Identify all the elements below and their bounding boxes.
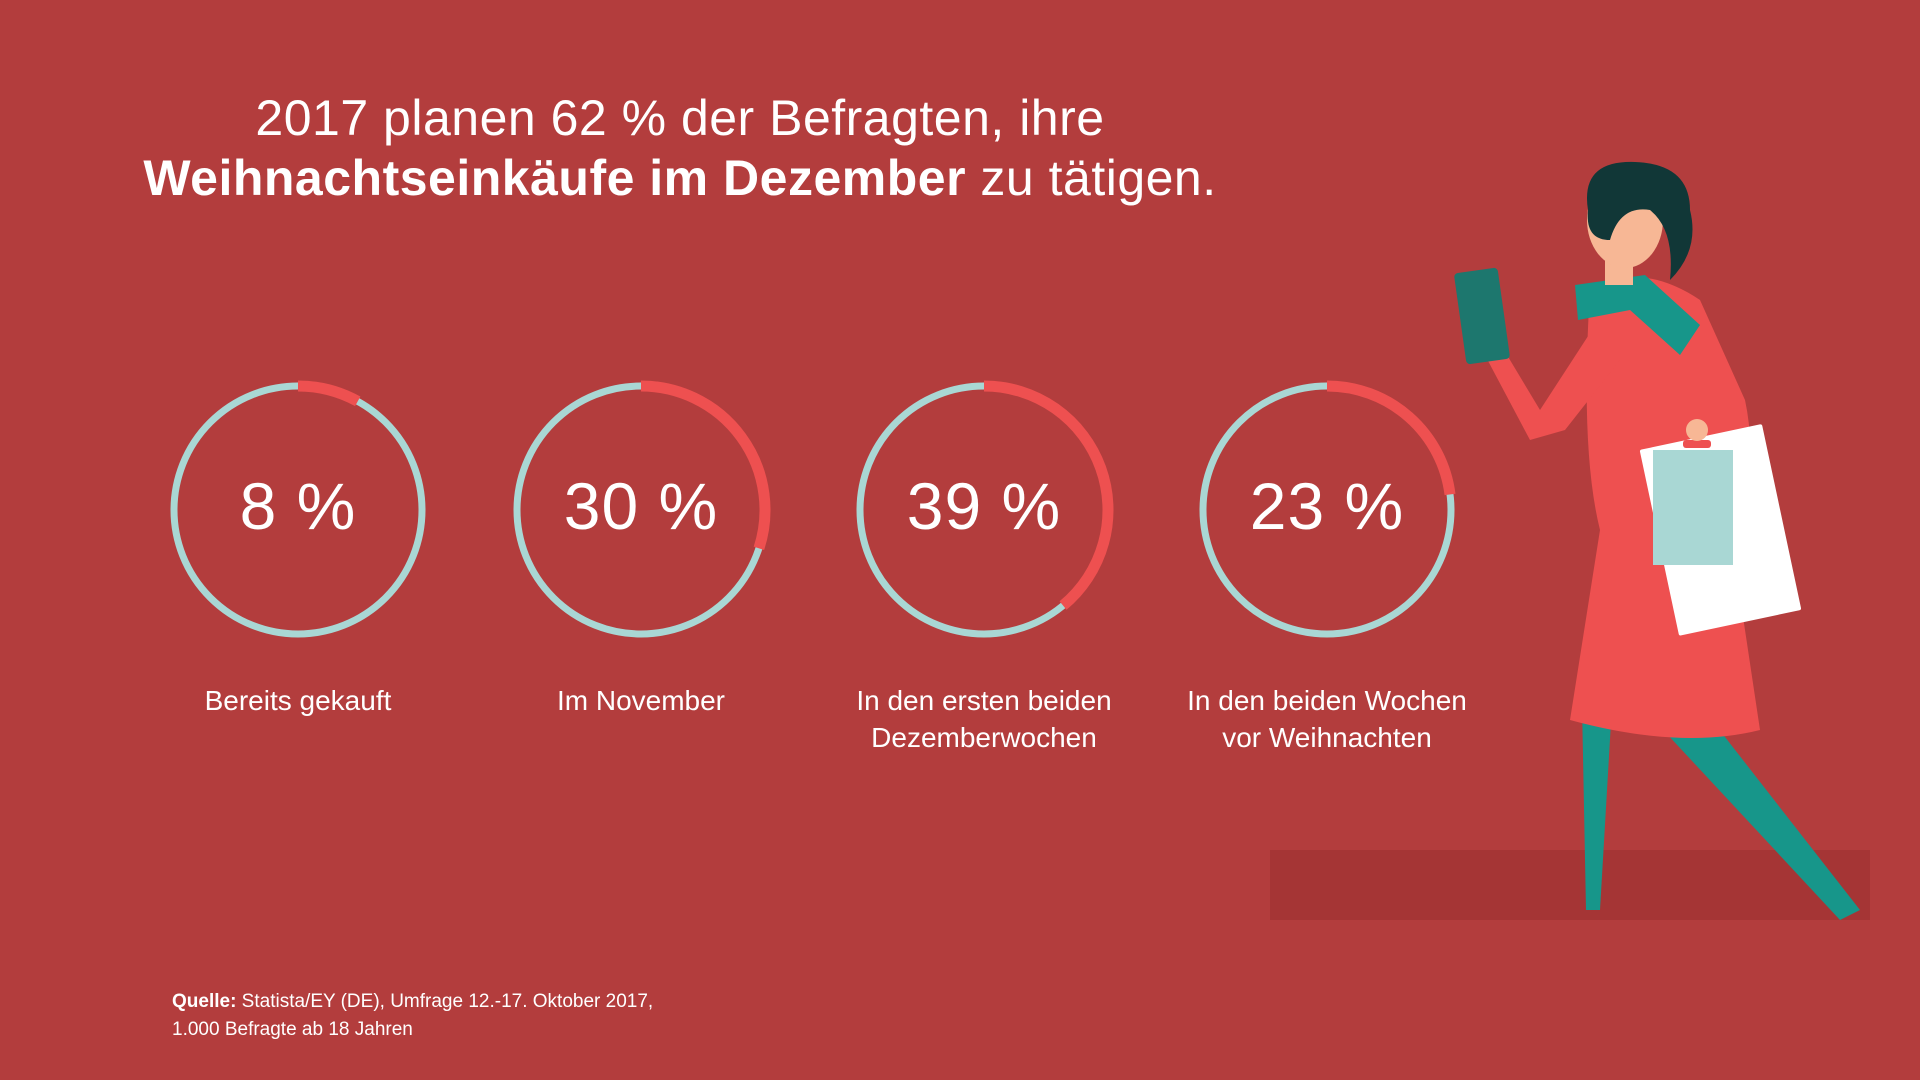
hair <box>1586 161 1693 280</box>
ring-label-4-line-1: In den beiden Wochen <box>1187 685 1467 716</box>
ring-value-1: 8 % <box>239 469 357 543</box>
headline-line-2: Weihnachtseinkäufe im Dezember zu tätige… <box>0 148 1360 208</box>
ring-value-3: 39 % <box>906 469 1062 543</box>
ring-value-4: 23 % <box>1249 469 1405 543</box>
source-line-1: Quelle: Statista/EY (DE), Umfrage 12.-17… <box>172 988 653 1016</box>
ring-arc-1 <box>297 380 361 407</box>
ring-label-4: In den beiden Wochen vor Weihnachten <box>1157 682 1497 756</box>
source-line-2: 1.000 Befragte ab 18 Jahren <box>172 1019 413 1040</box>
leg-left <box>1582 705 1612 910</box>
ring-arc-4 <box>1326 380 1456 496</box>
shopping-bag-mint <box>1653 450 1733 565</box>
scarf <box>1575 275 1700 355</box>
ring-label-2: Im November <box>471 682 811 719</box>
woman-shopping-illustration <box>1270 161 1870 920</box>
source-label: Quelle: <box>172 991 237 1012</box>
ring-label-2-line-1: Im November <box>556 685 726 716</box>
source-text: Statista/EY (DE), Umfrage 12.-17. Oktobe… <box>236 991 654 1012</box>
bag-handle <box>1683 440 1711 448</box>
ground-shadow <box>1270 850 1870 920</box>
ring-label-1: Bereits gekauft <box>128 682 468 719</box>
ring-arc-3 <box>983 380 1114 610</box>
headline-highlight: Weihnachtseinkäufe im Dezember <box>143 150 967 206</box>
phone-icon <box>1454 267 1510 365</box>
ring-arc-2 <box>640 380 771 551</box>
source-note: Quelle: Statista/EY (DE), Umfrage 12.-17… <box>172 988 653 1044</box>
ring-label-3: In den ersten beiden Dezemberwochen <box>814 682 1154 756</box>
ring-label-3-line-1: In den ersten beiden <box>856 685 1112 716</box>
ring-label-4-line-2: vor Weihnachten <box>1222 722 1432 753</box>
leg-right <box>1640 705 1860 920</box>
headline-line-1: 2017 planen 62 % der Befragten, ihre <box>255 90 1105 146</box>
ring-value-2: 30 % <box>563 469 719 543</box>
ring-label-3-line-2: Dezemberwochen <box>871 722 1097 753</box>
hand-holding-bag <box>1686 419 1708 441</box>
headline-line-2-rest: zu tätigen. <box>966 150 1217 206</box>
ring-label-1-line-1: Bereits gekauft <box>204 685 392 716</box>
headline: 2017 planen 62 % der Befragten, ihre Wei… <box>0 88 1360 208</box>
arm-raised <box>1478 310 1620 440</box>
